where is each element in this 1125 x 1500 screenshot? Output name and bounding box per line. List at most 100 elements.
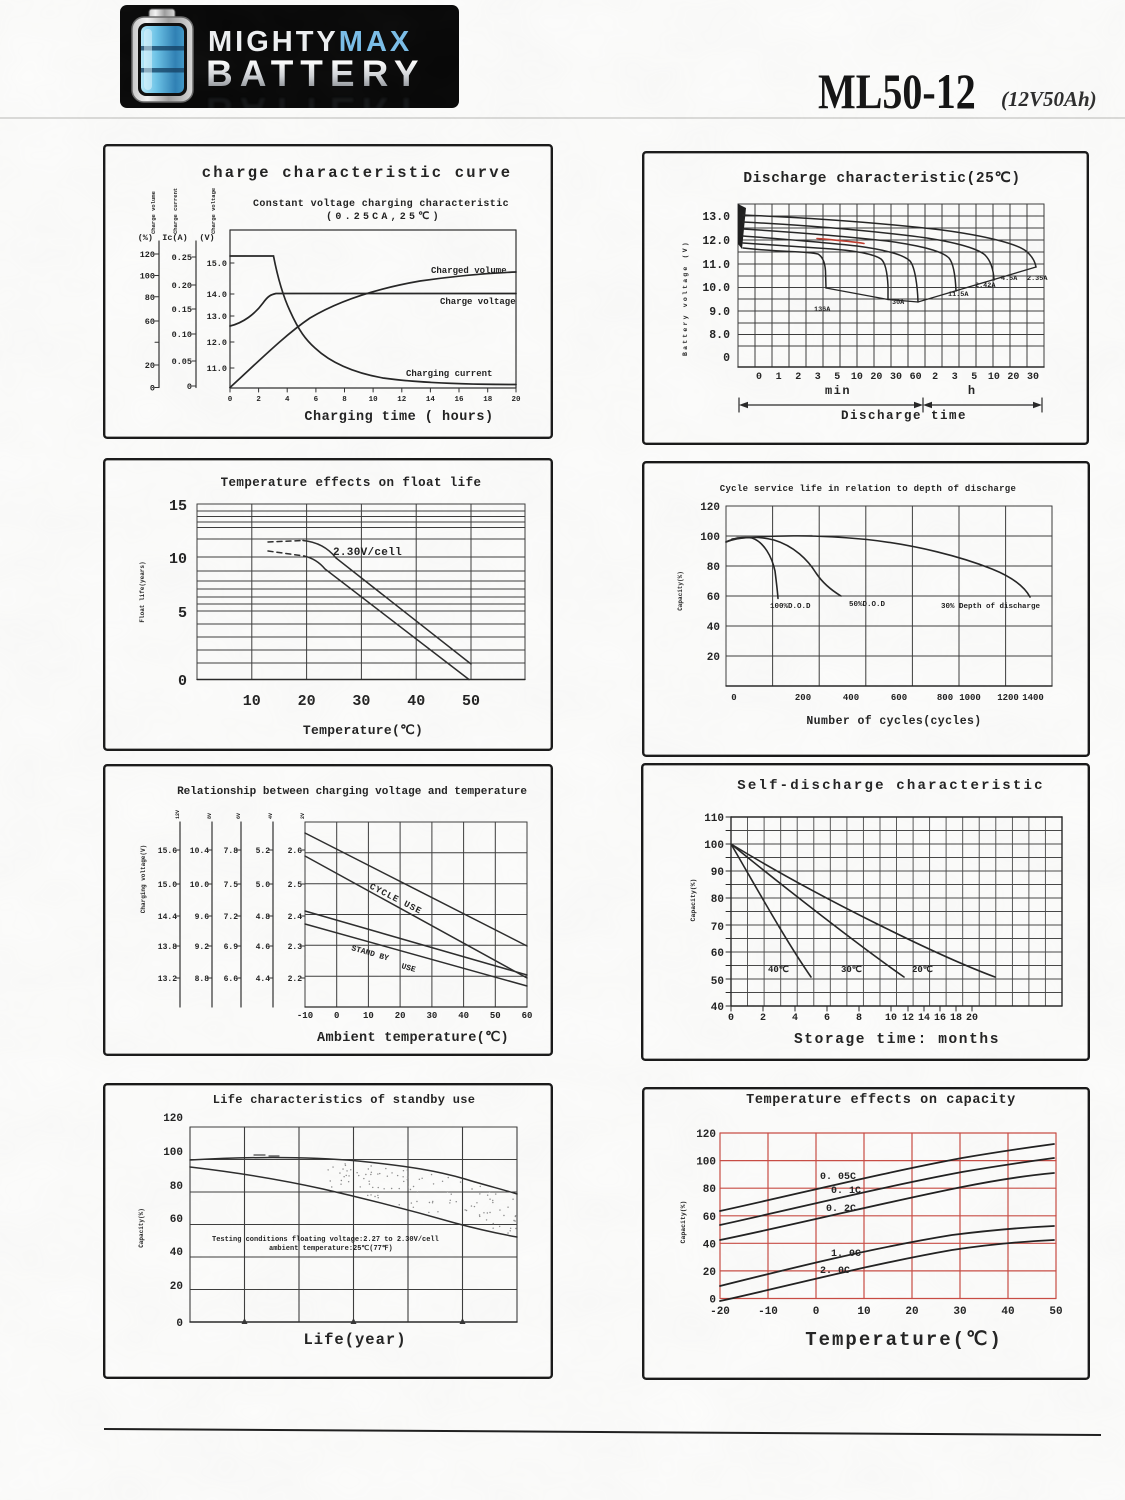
svg-text:15.6: 15.6: [158, 847, 177, 856]
svg-text:Temperature effects on float l: Temperature effects on float life: [221, 476, 482, 490]
svg-text:40: 40: [458, 1011, 469, 1021]
svg-text:Testing conditions floating vo: Testing conditions floating voltage:2.27…: [212, 1236, 439, 1244]
svg-text:100%D.O.D: 100%D.O.D: [770, 603, 811, 611]
svg-text:6.6: 6.6: [224, 975, 239, 984]
svg-text:Self-discharge characteristic: Self-discharge characteristic: [737, 778, 1044, 794]
svg-text:10.0: 10.0: [190, 881, 209, 890]
svg-text:12: 12: [902, 1013, 914, 1024]
svg-text:Number of cycles(cycles): Number of cycles(cycles): [806, 715, 981, 728]
svg-text:30: 30: [426, 1011, 437, 1021]
svg-text:Charged volume: Charged volume: [431, 266, 507, 276]
svg-text:14.4: 14.4: [158, 913, 177, 922]
svg-text:40: 40: [711, 1002, 724, 1014]
svg-text:10: 10: [885, 1013, 897, 1024]
svg-text:90: 90: [711, 867, 724, 879]
svg-text:18: 18: [483, 396, 493, 404]
svg-text:6V: 6V: [236, 813, 242, 819]
svg-text:14.0: 14.0: [207, 290, 227, 300]
svg-text:15.0: 15.0: [207, 259, 227, 269]
svg-text:4.5A: 4.5A: [1001, 275, 1018, 283]
svg-text:(0.25CA,25℃): (0.25CA,25℃): [326, 211, 442, 223]
svg-text:16: 16: [454, 396, 464, 404]
svg-text:20: 20: [905, 1306, 918, 1318]
svg-text:Constant voltage charging char: Constant voltage charging characteristic: [253, 198, 509, 210]
svg-text:0: 0: [813, 1306, 820, 1318]
svg-text:30A: 30A: [892, 299, 905, 307]
svg-text:10: 10: [169, 551, 187, 568]
svg-text:80: 80: [707, 562, 720, 574]
svg-text:2: 2: [932, 372, 938, 383]
svg-text:20: 20: [395, 1011, 406, 1021]
svg-text:4: 4: [792, 1013, 798, 1024]
svg-text:5: 5: [971, 372, 977, 383]
svg-text:50: 50: [711, 976, 724, 988]
svg-text:12: 12: [397, 396, 407, 404]
svg-text:8V: 8V: [207, 813, 213, 819]
svg-text:2: 2: [760, 1013, 766, 1024]
svg-text:3: 3: [815, 372, 821, 383]
svg-text:40: 40: [170, 1247, 183, 1259]
svg-text:110: 110: [704, 813, 724, 825]
svg-text:13.0: 13.0: [702, 211, 730, 224]
svg-text:20: 20: [707, 652, 720, 664]
svg-text:100: 100: [700, 532, 720, 544]
svg-text:30% Depth of discharge: 30% Depth of discharge: [941, 603, 1041, 611]
svg-text:100: 100: [140, 272, 155, 282]
svg-text:-10: -10: [297, 1011, 313, 1021]
svg-text:5: 5: [178, 605, 187, 622]
svg-text:4.8: 4.8: [256, 913, 271, 922]
svg-text:4V: 4V: [268, 813, 274, 819]
svg-text:30: 30: [890, 372, 902, 383]
svg-text:6: 6: [314, 396, 319, 404]
svg-text:30: 30: [1027, 372, 1039, 383]
svg-text:h: h: [968, 384, 976, 398]
svg-text:13.8: 13.8: [158, 943, 177, 952]
svg-text:10: 10: [851, 372, 863, 383]
svg-text:9.2: 9.2: [195, 943, 210, 952]
svg-text:Charge current: Charge current: [172, 188, 179, 234]
svg-text:60: 60: [910, 372, 922, 383]
svg-text:13.2: 13.2: [158, 975, 177, 984]
svg-text:Battery voltage (V): Battery voltage (V): [682, 240, 689, 356]
svg-text:4.6: 4.6: [256, 943, 271, 952]
svg-text:13.0: 13.0: [207, 312, 227, 322]
svg-text:Capacity(%): Capacity(%): [680, 1201, 687, 1244]
svg-text:0. 1C: 0. 1C: [831, 1186, 861, 1197]
svg-text:20: 20: [298, 693, 316, 710]
svg-text:Ambient temperature(℃): Ambient temperature(℃): [317, 1030, 509, 1046]
svg-text:20: 20: [1007, 372, 1019, 383]
svg-text:2.30V/cell: 2.30V/cell: [333, 547, 402, 559]
svg-text:600: 600: [891, 693, 907, 703]
svg-text:1: 1: [776, 372, 782, 383]
svg-text:0: 0: [176, 1318, 183, 1330]
svg-text:16: 16: [934, 1013, 946, 1024]
svg-text:2: 2: [795, 372, 801, 383]
svg-text:Capacity(%): Capacity(%): [690, 879, 697, 922]
svg-text:-10: -10: [758, 1306, 778, 1318]
svg-text:Temperature effects on capaci: Temperature effects on capacity: [746, 1093, 1016, 1108]
svg-text:-20: -20: [710, 1306, 730, 1318]
svg-text:Charging voltage(V): Charging voltage(V): [140, 845, 147, 913]
svg-text:5.2: 5.2: [256, 847, 271, 856]
svg-text:2: 2: [256, 396, 261, 404]
svg-text:0. 05C: 0. 05C: [820, 1172, 856, 1183]
svg-text:70: 70: [711, 922, 724, 934]
svg-text:10: 10: [857, 1306, 870, 1318]
svg-text:Charge volume: Charge volume: [150, 190, 157, 234]
svg-text:10: 10: [243, 693, 261, 710]
svg-text:60: 60: [707, 592, 720, 604]
svg-text:10.0: 10.0: [702, 282, 730, 295]
svg-text:Cycle service life in relation: Cycle service life in relation to depth …: [720, 484, 1016, 494]
svg-text:0: 0: [228, 396, 233, 404]
svg-text:120: 120: [140, 250, 155, 260]
svg-text:60: 60: [170, 1214, 183, 1226]
svg-text:0: 0: [709, 1295, 716, 1307]
svg-text:2.3: 2.3: [288, 943, 303, 952]
svg-text:Storage time: months: Storage time: months: [794, 1032, 1000, 1048]
svg-text:120: 120: [700, 502, 720, 514]
svg-text:10: 10: [363, 1011, 374, 1021]
svg-text:5: 5: [834, 372, 840, 383]
svg-text:100: 100: [704, 840, 724, 852]
svg-text:15: 15: [169, 498, 187, 515]
svg-text:ambient temperature:25℃(77℉): ambient temperature:25℃(77℉): [269, 1244, 393, 1253]
